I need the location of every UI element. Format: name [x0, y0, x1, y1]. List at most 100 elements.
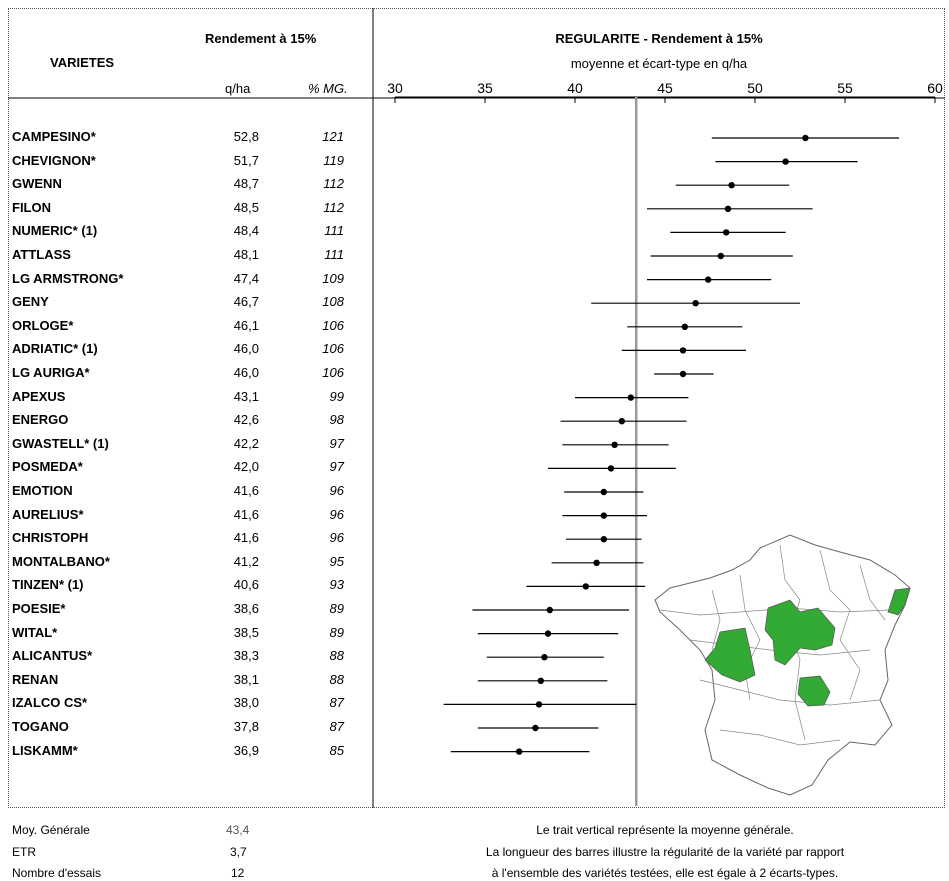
variety-name: LISKAMM* — [12, 742, 78, 758]
variety-pct: 112 — [323, 199, 344, 215]
variety-pct: 96 — [329, 530, 344, 546]
variety-name: IZALCO CS* — [12, 695, 88, 711]
mean-point — [728, 182, 735, 189]
mean-point — [541, 654, 548, 661]
variety-pct: 87 — [329, 719, 344, 734]
variety-pct: 95 — [329, 553, 344, 569]
mean-point — [600, 488, 607, 496]
variety-pct: 89 — [329, 624, 344, 640]
rendement-header: Rendement à 15% — [205, 31, 317, 46]
x-tick-label: 45 — [657, 80, 673, 96]
variety-yield: 48,1 — [233, 247, 259, 262]
mean-point — [627, 394, 634, 401]
mean-point — [724, 205, 732, 212]
variety-yield: 41,6 — [233, 483, 259, 498]
variety-yield: 46,7 — [233, 294, 259, 310]
variety-name: EMOTION — [12, 483, 73, 498]
map-highlight-west — [704, 627, 756, 683]
unit-pct: % MG. — [308, 81, 348, 96]
variety-yield: 38,0 — [233, 695, 259, 711]
mean-point — [544, 630, 552, 637]
note-line-1: Le trait vertical représente la moyenne … — [536, 823, 794, 837]
variety-yield: 36,9 — [233, 742, 259, 758]
mean-point — [618, 418, 625, 425]
mean-point — [679, 370, 687, 378]
variety-yield: 46,1 — [233, 317, 259, 333]
variety-yield: 38,5 — [233, 624, 259, 640]
note-line-2: La longueur des barres illustre la régul… — [485, 845, 845, 859]
variety-yield: 48,4 — [233, 223, 259, 239]
variety-yield: 42,2 — [233, 435, 259, 451]
variety-yield: 48,7 — [233, 176, 259, 192]
etr-value: 3,7 — [230, 845, 247, 859]
variety-name: CAMPESINO* — [12, 129, 96, 144]
mean-point — [516, 748, 523, 755]
essais-label: Nombre d'essais — [12, 866, 101, 880]
variety-pct: 87 — [329, 695, 344, 711]
x-tick-label: 40 — [567, 80, 583, 96]
variety-yield: 37,8 — [233, 719, 259, 734]
variety-yield: 51,7 — [233, 152, 259, 168]
variety-yield: 38,1 — [233, 671, 259, 687]
mean-point — [705, 276, 712, 283]
map-highlight-east — [887, 587, 911, 616]
variety-pct: 89 — [329, 601, 344, 616]
mean-point — [532, 724, 539, 732]
mean-point — [679, 347, 687, 354]
mean-point — [600, 536, 607, 543]
variety-name: ALICANTUS* — [12, 648, 93, 664]
mean-point — [582, 583, 589, 590]
variety-name: MONTALBANO* — [12, 553, 110, 569]
variety-pct: 98 — [329, 412, 344, 428]
chart-subtitle: moyenne et écart-type en q/ha — [570, 56, 748, 71]
variety-name: CHEVIGNON* — [12, 152, 96, 168]
variety-yield: 52,8 — [233, 129, 259, 144]
mean-point — [546, 606, 553, 614]
mean-point — [681, 323, 688, 330]
variety-pct: 121 — [322, 129, 344, 144]
variety-name: GWENN — [12, 176, 62, 192]
variety-name: ATTLASS — [12, 247, 71, 262]
variety-yield: 41,6 — [233, 506, 259, 522]
variety-yield: 41,6 — [233, 530, 259, 546]
variety-pct: 108 — [322, 294, 344, 310]
variety-name: FILON — [12, 199, 51, 215]
variety-name: ENERGO — [12, 412, 69, 428]
variety-pct: 97 — [329, 459, 344, 475]
varietes-header: VARIETES — [50, 55, 115, 70]
variety-pct: 109 — [322, 270, 344, 286]
mean-point — [537, 677, 544, 684]
variety-name: RENAN — [12, 671, 59, 687]
mean-point — [717, 252, 724, 260]
variety-pct: 106 — [322, 341, 344, 357]
variety-name: APEXUS — [12, 388, 66, 404]
moy-label: Moy. Générale — [12, 823, 90, 837]
variety-pct: 96 — [329, 506, 344, 522]
variety-name: TOGANO — [12, 719, 69, 734]
chart-title: REGULARITE - Rendement à 15% — [555, 31, 763, 46]
variety-name: ORLOGE* — [12, 317, 74, 333]
variety-pct: 99 — [329, 388, 344, 404]
mean-point — [723, 229, 730, 236]
variety-yield: 38,6 — [233, 601, 259, 616]
variety-yield: 42,6 — [233, 412, 259, 428]
mean-point — [535, 701, 543, 708]
variety-pct: 106 — [322, 317, 344, 333]
variety-pct: 106 — [322, 365, 344, 380]
mean-point — [593, 559, 600, 566]
mean-point — [600, 512, 607, 519]
france-outline — [654, 534, 911, 796]
essais-value: 12 — [231, 866, 245, 880]
variety-name: POSMEDA* — [12, 459, 83, 475]
variety-name: CHRISTOPH — [12, 530, 89, 546]
note-line-3: à l'ensemble des variétés testées, elle … — [491, 866, 839, 880]
variety-name: TINZEN* (1) — [12, 577, 84, 593]
mean-point — [607, 465, 615, 472]
variety-pct: 119 — [323, 152, 344, 168]
variety-yield: 46,0 — [233, 341, 259, 357]
variety-pct: 112 — [323, 176, 344, 192]
variety-yield: 38,3 — [233, 648, 259, 664]
table-frame — [8, 8, 945, 808]
variety-name: ADRIATIC* (1) — [12, 341, 98, 357]
